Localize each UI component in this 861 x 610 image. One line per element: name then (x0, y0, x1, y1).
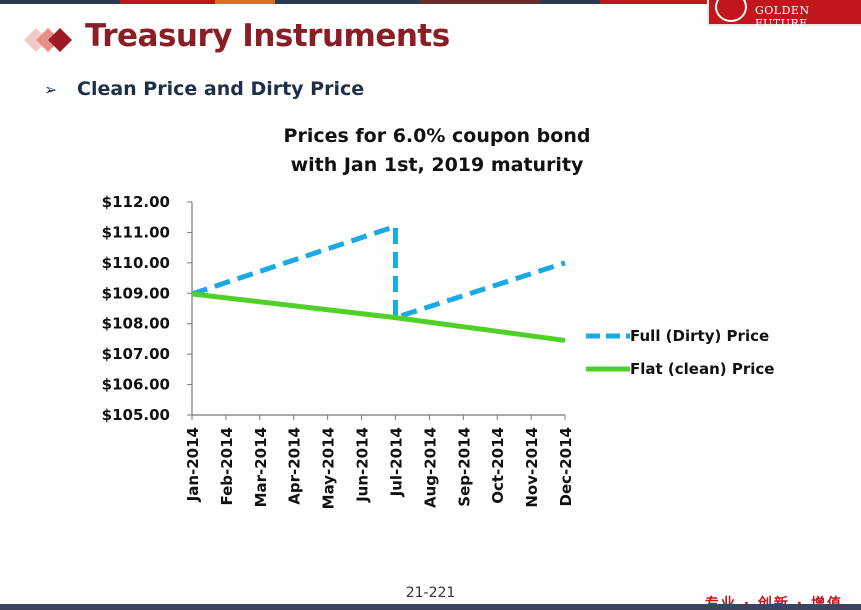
seal-icon (715, 0, 747, 22)
legend-label-2: Flat (clean) Price (630, 360, 774, 378)
top-accent-bar (0, 0, 861, 4)
top-bar-dark-segment (420, 0, 540, 4)
brand-logo: GOLDEN FUTURE (707, 0, 861, 30)
bottom-accent-bar (0, 604, 861, 610)
x-tick-label: Jul-2014 (387, 427, 405, 497)
top-bar-red-segment (120, 0, 215, 4)
series-line-1 (191, 223, 566, 321)
x-tick-label: Mar-2014 (252, 427, 270, 507)
x-tick-label: Jun-2014 (354, 427, 372, 503)
y-tick-label: $112.00 (102, 193, 170, 211)
bullet-arrow-icon: ➢ (44, 80, 58, 99)
y-tick-label: $110.00 (102, 254, 170, 272)
top-bar-orange-segment (215, 0, 275, 4)
x-tick-label: Dec-2014 (557, 427, 575, 507)
y-tick-label: $109.00 (102, 284, 170, 302)
page-number: 21-221 (405, 585, 456, 601)
y-tick-labels: $112.00 $111.00 $110.00 $109.00 $108.00 $107.… (102, 193, 170, 424)
y-tick-label: $107.00 (102, 345, 170, 363)
page-title: Treasury Instruments (85, 18, 450, 54)
x-tick-label: Jan-2014 (184, 427, 202, 502)
chart-axes (187, 201, 566, 420)
x-tick-label: May-2014 (320, 427, 338, 509)
top-bar-red-segment-2 (600, 0, 710, 4)
price-line-chart: Prices for 6.0% coupon bond with Jan 1st… (102, 125, 775, 509)
brand-name: GOLDEN FUTURE (755, 4, 810, 30)
series-line-2 (191, 291, 566, 343)
section-bullet: Clean Price and Dirty Price (77, 78, 365, 100)
diamond-bullets-icon (24, 28, 72, 52)
footer-slogan: 专业 · 创新 · 增值 (704, 596, 843, 607)
x-tick-label: Feb-2014 (218, 427, 236, 506)
y-tick-label: $108.00 (102, 315, 170, 333)
chart-title-line-2: with Jan 1st, 2019 maturity (291, 154, 584, 176)
chart-legend: Full (Dirty) Price Flat (clean) Price (586, 327, 774, 378)
legend-label-1: Full (Dirty) Price (630, 327, 769, 345)
y-tick-label: $106.00 (102, 376, 170, 394)
series-lines (191, 223, 566, 343)
y-tick-label: $111.00 (102, 223, 170, 241)
x-tick-label: Oct-2014 (489, 427, 507, 504)
chart-title-line-1: Prices for 6.0% coupon bond (284, 125, 591, 147)
x-tick-label: Aug-2014 (421, 427, 439, 508)
x-tick-label: Nov-2014 (523, 427, 541, 508)
x-tick-labels: Jan-2014 Feb-2014 Mar-2014 Apr-2014 May-2014… (184, 427, 575, 509)
x-tick-label: Sep-2014 (455, 427, 473, 507)
x-tick-label: Apr-2014 (286, 427, 304, 505)
y-tick-label: $105.00 (102, 406, 170, 424)
